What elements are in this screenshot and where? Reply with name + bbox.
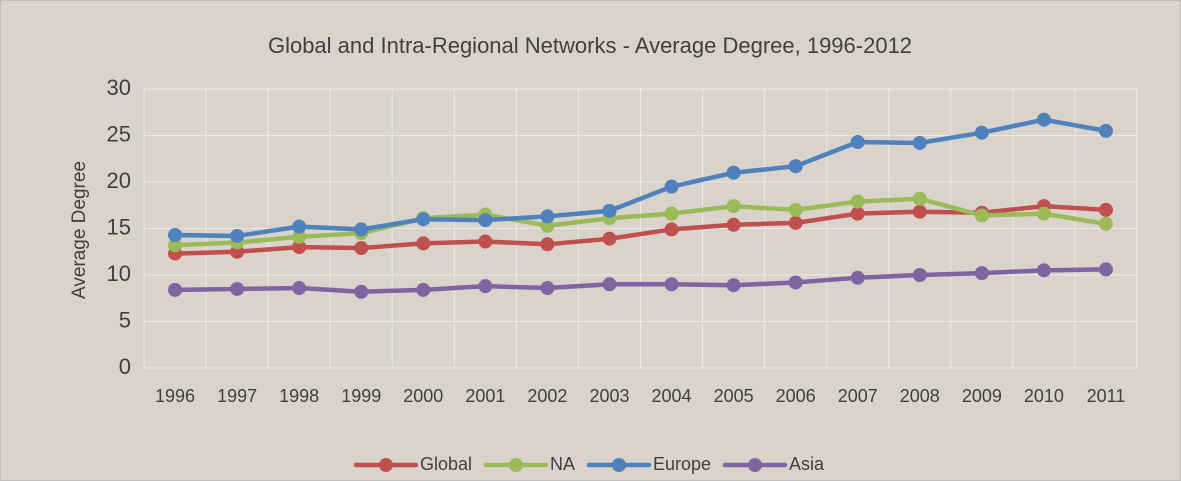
series-line bbox=[172, 203, 1109, 256]
y-tick-label: 30 bbox=[107, 75, 131, 100]
legend-label: NA bbox=[550, 454, 575, 474]
data-point bbox=[912, 135, 927, 150]
data-point bbox=[416, 282, 431, 297]
x-tick-label: 2007 bbox=[838, 386, 878, 406]
y-tick-label: 25 bbox=[107, 121, 131, 146]
data-point bbox=[540, 237, 555, 252]
chart-title: Global and Intra-Regional Networks - Ave… bbox=[268, 33, 912, 58]
data-point bbox=[912, 191, 927, 206]
x-tick-label: 2009 bbox=[962, 386, 1002, 406]
data-point bbox=[788, 215, 803, 230]
y-tick-label: 20 bbox=[107, 168, 131, 193]
x-tick-label: 2001 bbox=[465, 386, 505, 406]
y-tick-label: 5 bbox=[119, 307, 131, 332]
x-tick-label: 2006 bbox=[776, 386, 816, 406]
data-point bbox=[354, 284, 369, 299]
legend-label: Asia bbox=[789, 454, 825, 474]
y-tick-label: 0 bbox=[119, 354, 131, 379]
data-point bbox=[168, 282, 183, 297]
data-point bbox=[788, 159, 803, 174]
data-point bbox=[1098, 123, 1113, 138]
data-point bbox=[416, 212, 431, 227]
data-point bbox=[230, 281, 245, 296]
series-line bbox=[172, 196, 1109, 248]
data-point bbox=[1036, 112, 1051, 127]
data-point bbox=[788, 202, 803, 217]
x-tick-label: 2002 bbox=[527, 386, 567, 406]
data-point bbox=[850, 135, 865, 150]
data-point bbox=[1036, 263, 1051, 278]
legend-label: Europe bbox=[653, 454, 711, 474]
legend-marker bbox=[378, 458, 393, 472]
data-point bbox=[602, 277, 617, 292]
y-tick-label: 15 bbox=[107, 214, 131, 239]
x-tick-label: 2004 bbox=[652, 386, 692, 406]
legend-marker bbox=[508, 458, 523, 472]
data-point bbox=[1098, 216, 1113, 231]
series-line bbox=[172, 117, 1109, 239]
data-point bbox=[788, 275, 803, 290]
data-point bbox=[416, 236, 431, 251]
data-point bbox=[974, 125, 989, 140]
series-line bbox=[172, 267, 1109, 294]
legend-label: Global bbox=[420, 454, 472, 474]
data-point bbox=[726, 165, 741, 180]
data-point bbox=[726, 278, 741, 293]
data-point bbox=[354, 222, 369, 237]
x-tick-label: 2010 bbox=[1024, 386, 1064, 406]
x-tick-label: 1998 bbox=[279, 386, 319, 406]
data-point bbox=[664, 277, 679, 292]
x-tick-label: 2003 bbox=[589, 386, 629, 406]
data-point bbox=[292, 281, 307, 296]
y-axis-label: Average Degree bbox=[69, 161, 90, 299]
data-point bbox=[602, 203, 617, 218]
data-point bbox=[292, 219, 307, 234]
data-point bbox=[168, 228, 183, 243]
data-point bbox=[664, 206, 679, 221]
data-point bbox=[602, 231, 617, 246]
x-tick-label: 1999 bbox=[341, 386, 381, 406]
x-tick-label: 1996 bbox=[155, 386, 195, 406]
data-point bbox=[292, 229, 307, 244]
data-point bbox=[974, 266, 989, 281]
y-tick-label: 10 bbox=[107, 261, 131, 286]
data-point bbox=[540, 281, 555, 296]
data-point bbox=[478, 279, 493, 294]
x-tick-label: 2008 bbox=[900, 386, 940, 406]
data-point bbox=[292, 240, 307, 255]
data-point bbox=[354, 241, 369, 256]
data-point bbox=[850, 270, 865, 285]
x-tick-label: 2005 bbox=[714, 386, 754, 406]
data-point bbox=[478, 234, 493, 249]
data-point bbox=[974, 208, 989, 223]
data-point bbox=[168, 238, 183, 253]
data-point bbox=[230, 228, 245, 243]
legend-marker bbox=[611, 458, 626, 472]
x-tick-label: 1997 bbox=[217, 386, 257, 406]
data-point bbox=[1036, 206, 1051, 221]
data-point bbox=[726, 217, 741, 232]
data-point bbox=[726, 199, 741, 214]
data-point bbox=[664, 179, 679, 194]
data-point bbox=[850, 194, 865, 209]
data-point bbox=[912, 268, 927, 282]
data-point bbox=[850, 206, 865, 221]
data-point bbox=[664, 222, 679, 237]
data-point bbox=[1098, 262, 1113, 277]
data-point bbox=[912, 204, 927, 219]
data-point bbox=[540, 209, 555, 224]
data-point bbox=[1098, 202, 1113, 217]
legend-marker bbox=[748, 458, 763, 472]
x-tick-label: 2000 bbox=[403, 386, 443, 406]
data-point bbox=[478, 213, 493, 228]
x-tick-label: 2011 bbox=[1087, 386, 1126, 406]
